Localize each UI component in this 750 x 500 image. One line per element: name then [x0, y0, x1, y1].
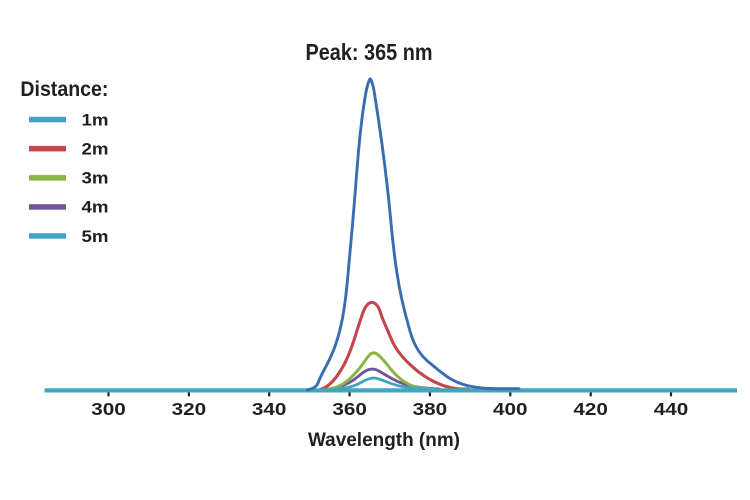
svg-text:440: 440 [654, 399, 689, 419]
svg-text:400: 400 [493, 399, 528, 419]
svg-text:380: 380 [413, 399, 448, 419]
svg-text:1m: 1m [82, 110, 109, 129]
svg-text:3m: 3m [82, 169, 109, 188]
svg-text:420: 420 [573, 399, 608, 419]
svg-text:360: 360 [332, 399, 367, 419]
svg-text:2m: 2m [82, 140, 109, 159]
svg-text:300: 300 [91, 399, 126, 419]
svg-text:4m: 4m [82, 198, 109, 217]
svg-text:Wavelength (nm): Wavelength (nm) [308, 429, 460, 451]
svg-text:5m: 5m [82, 227, 109, 246]
svg-text:Peak: 365 nm: Peak: 365 nm [306, 39, 433, 65]
svg-text:Distance:: Distance: [20, 77, 108, 101]
svg-text:340: 340 [252, 399, 287, 419]
svg-text:320: 320 [172, 399, 207, 419]
